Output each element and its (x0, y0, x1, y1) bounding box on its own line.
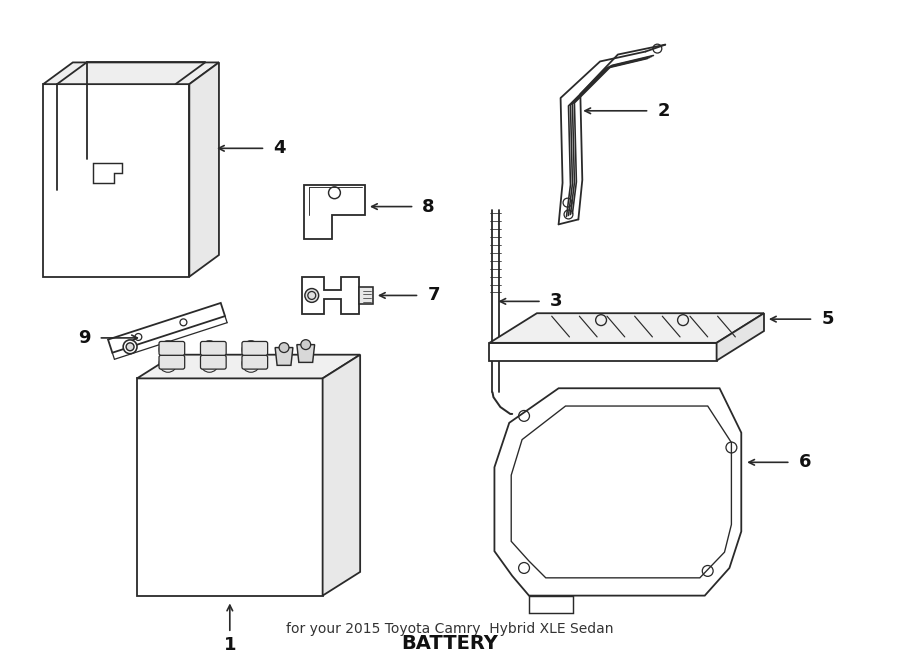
FancyBboxPatch shape (201, 355, 226, 369)
Text: 4: 4 (274, 139, 286, 157)
FancyBboxPatch shape (159, 355, 184, 369)
Polygon shape (716, 313, 764, 361)
Circle shape (279, 342, 289, 352)
FancyBboxPatch shape (242, 355, 267, 369)
Text: BATTERY: BATTERY (401, 633, 499, 652)
Text: 2: 2 (657, 102, 670, 120)
Polygon shape (137, 378, 322, 596)
Polygon shape (322, 355, 360, 596)
Circle shape (126, 343, 134, 351)
Polygon shape (108, 303, 225, 353)
Polygon shape (43, 62, 219, 84)
Polygon shape (490, 343, 716, 361)
Polygon shape (137, 355, 360, 378)
Text: 8: 8 (422, 198, 435, 215)
Text: 9: 9 (78, 329, 91, 347)
Polygon shape (359, 287, 373, 304)
Circle shape (123, 340, 137, 354)
FancyBboxPatch shape (159, 342, 184, 355)
Polygon shape (297, 344, 315, 362)
Text: 6: 6 (798, 453, 811, 471)
Text: 1: 1 (223, 636, 236, 654)
FancyBboxPatch shape (242, 342, 267, 355)
Polygon shape (275, 348, 292, 366)
Circle shape (301, 340, 310, 350)
Polygon shape (43, 84, 189, 277)
Text: 5: 5 (822, 310, 833, 328)
Polygon shape (529, 596, 573, 613)
Text: for your 2015 Toyota Camry  Hybrid XLE Sedan: for your 2015 Toyota Camry Hybrid XLE Se… (286, 622, 614, 636)
Polygon shape (494, 388, 742, 596)
Polygon shape (302, 277, 359, 314)
Polygon shape (304, 185, 365, 239)
Polygon shape (189, 62, 219, 277)
Circle shape (305, 289, 319, 302)
Text: 3: 3 (550, 292, 562, 311)
Text: 7: 7 (428, 286, 440, 305)
FancyBboxPatch shape (201, 342, 226, 355)
Polygon shape (490, 313, 764, 343)
